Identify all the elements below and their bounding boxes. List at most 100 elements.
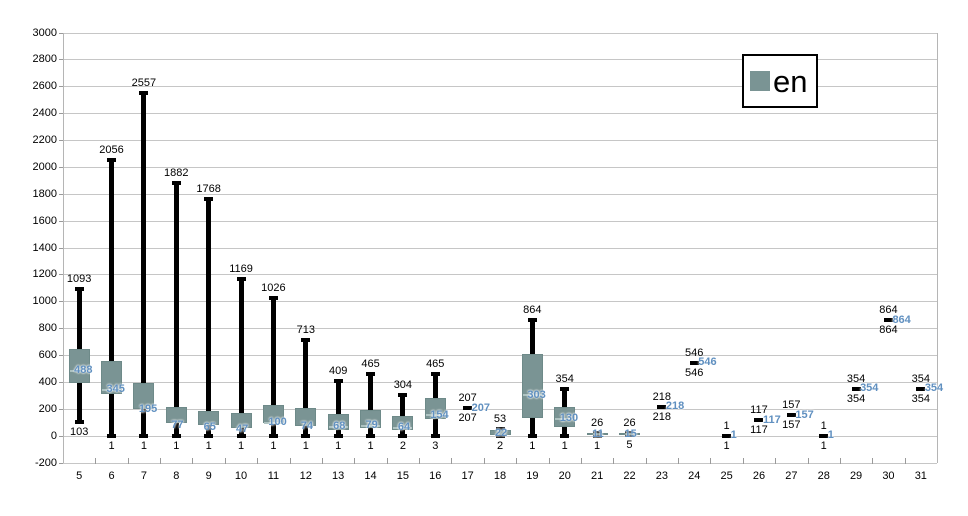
min-label: 1 (594, 439, 601, 452)
flat-point-dash[interactable] (883, 318, 893, 323)
max-label: 1882 (164, 167, 189, 180)
candle-box[interactable] (618, 433, 640, 436)
flat-point-dash[interactable] (916, 386, 926, 391)
flat-point-dash[interactable] (657, 404, 667, 409)
x-axis-label: 13 (332, 470, 345, 482)
candle-box[interactable] (554, 406, 576, 427)
gridline (63, 247, 937, 249)
y-axis-tick (59, 355, 63, 356)
whisker-max-cap[interactable] (301, 338, 311, 343)
candle-box[interactable] (198, 411, 220, 425)
gridline (63, 140, 937, 141)
whisker-min-cap[interactable] (495, 433, 505, 438)
y-axis-label: 800 (38, 322, 57, 335)
whisker-min-cap[interactable] (398, 433, 408, 438)
flat-point-dash[interactable] (463, 406, 473, 411)
whisker-min-cap[interactable] (139, 433, 149, 438)
candle-box[interactable] (295, 407, 317, 427)
whisker-max-cap[interactable] (592, 430, 602, 435)
x-axis-label: 5 (76, 470, 83, 482)
candle-box[interactable] (68, 348, 90, 384)
x-axis-label: 28 (817, 470, 830, 482)
y-axis-line (63, 33, 64, 463)
y-axis-label: 2000 (32, 160, 57, 173)
whisker-max-cap[interactable] (624, 430, 634, 435)
x-axis-tick (127, 458, 129, 464)
min-label: 1 (820, 439, 827, 452)
whisker-min-cap[interactable] (107, 433, 117, 438)
whisker-line[interactable] (173, 183, 179, 436)
min-label: 1 (561, 439, 568, 452)
whisker-min-cap[interactable] (592, 433, 602, 438)
candle-box[interactable] (586, 433, 608, 436)
y-axis-label: 2600 (32, 80, 57, 93)
whisker-max-cap[interactable] (107, 157, 117, 162)
whisker-line[interactable] (335, 381, 341, 436)
whisker-line[interactable] (303, 340, 309, 436)
whisker-min-cap[interactable] (301, 433, 311, 438)
whisker-max-cap[interactable] (398, 393, 408, 398)
flat-point-dash[interactable] (754, 418, 764, 423)
max-label: 354 (911, 372, 930, 385)
max-label: 207 (458, 392, 477, 405)
x-axis-label: 25 (720, 470, 733, 482)
candle-box[interactable] (230, 413, 252, 429)
whisker-max-cap[interactable] (560, 386, 570, 391)
min-label: 3 (432, 439, 439, 452)
gridline (63, 193, 937, 195)
whisker-max-cap[interactable] (430, 371, 440, 376)
whisker-line[interactable] (141, 92, 147, 436)
flat-point-dash[interactable] (786, 413, 796, 418)
whisker-min-cap[interactable] (171, 433, 181, 438)
whisker-line[interactable] (400, 395, 406, 436)
whisker-max-cap[interactable] (204, 196, 214, 201)
whisker-max-cap[interactable] (171, 181, 181, 186)
candle-box[interactable] (521, 354, 543, 418)
candle-box[interactable] (360, 409, 382, 429)
max-label: 2557 (131, 76, 157, 89)
whisker-max-cap[interactable] (139, 90, 149, 95)
y-axis-label: 1800 (32, 187, 57, 200)
whisker-max-cap[interactable] (333, 379, 343, 384)
gridline (63, 86, 937, 88)
legend[interactable]: en (742, 54, 818, 108)
candle-box[interactable] (424, 397, 446, 420)
whisker-min-cap[interactable] (366, 433, 376, 438)
whisker-line[interactable] (109, 159, 115, 436)
flat-point-dash[interactable] (819, 433, 829, 438)
whisker-line[interactable] (270, 298, 276, 436)
whisker-min-cap[interactable] (204, 433, 214, 438)
whisker-min-cap[interactable] (268, 433, 278, 438)
whisker-max-cap[interactable] (527, 318, 537, 323)
whisker-min-cap[interactable] (74, 420, 84, 425)
whisker-line[interactable] (368, 373, 374, 436)
whisker-min-cap[interactable] (624, 433, 634, 438)
y-axis-label: 400 (38, 375, 57, 388)
x-axis-label: 26 (752, 470, 766, 482)
whisker-min-cap[interactable] (430, 433, 440, 438)
whisker-max-cap[interactable] (366, 371, 376, 376)
whisker-line[interactable] (206, 198, 212, 436)
y-axis-tick (59, 113, 63, 115)
value-line (425, 414, 445, 417)
whisker-min-cap[interactable] (560, 433, 570, 438)
candle-box[interactable] (489, 430, 511, 436)
flat-point-dash[interactable] (851, 386, 861, 391)
whisker-min-cap[interactable] (333, 433, 343, 438)
whisker-max-cap[interactable] (495, 427, 505, 431)
whisker-max-cap[interactable] (236, 277, 246, 282)
candle-box[interactable] (165, 407, 187, 424)
min-label: 1 (529, 439, 536, 452)
whisker-min-cap[interactable] (527, 433, 537, 438)
max-label: 354 (846, 372, 866, 385)
flat-point-dash[interactable] (722, 433, 732, 438)
candle-box[interactable] (133, 383, 155, 410)
candle-box[interactable] (101, 360, 123, 395)
x-axis-label: 20 (558, 470, 571, 482)
whisker-max-cap[interactable] (268, 296, 278, 301)
flat-point-dash[interactable] (689, 360, 699, 365)
max-label: 1768 (196, 182, 221, 195)
whisker-line[interactable] (238, 279, 244, 436)
whisker-min-cap[interactable] (236, 433, 246, 438)
whisker-max-cap[interactable] (74, 287, 84, 292)
